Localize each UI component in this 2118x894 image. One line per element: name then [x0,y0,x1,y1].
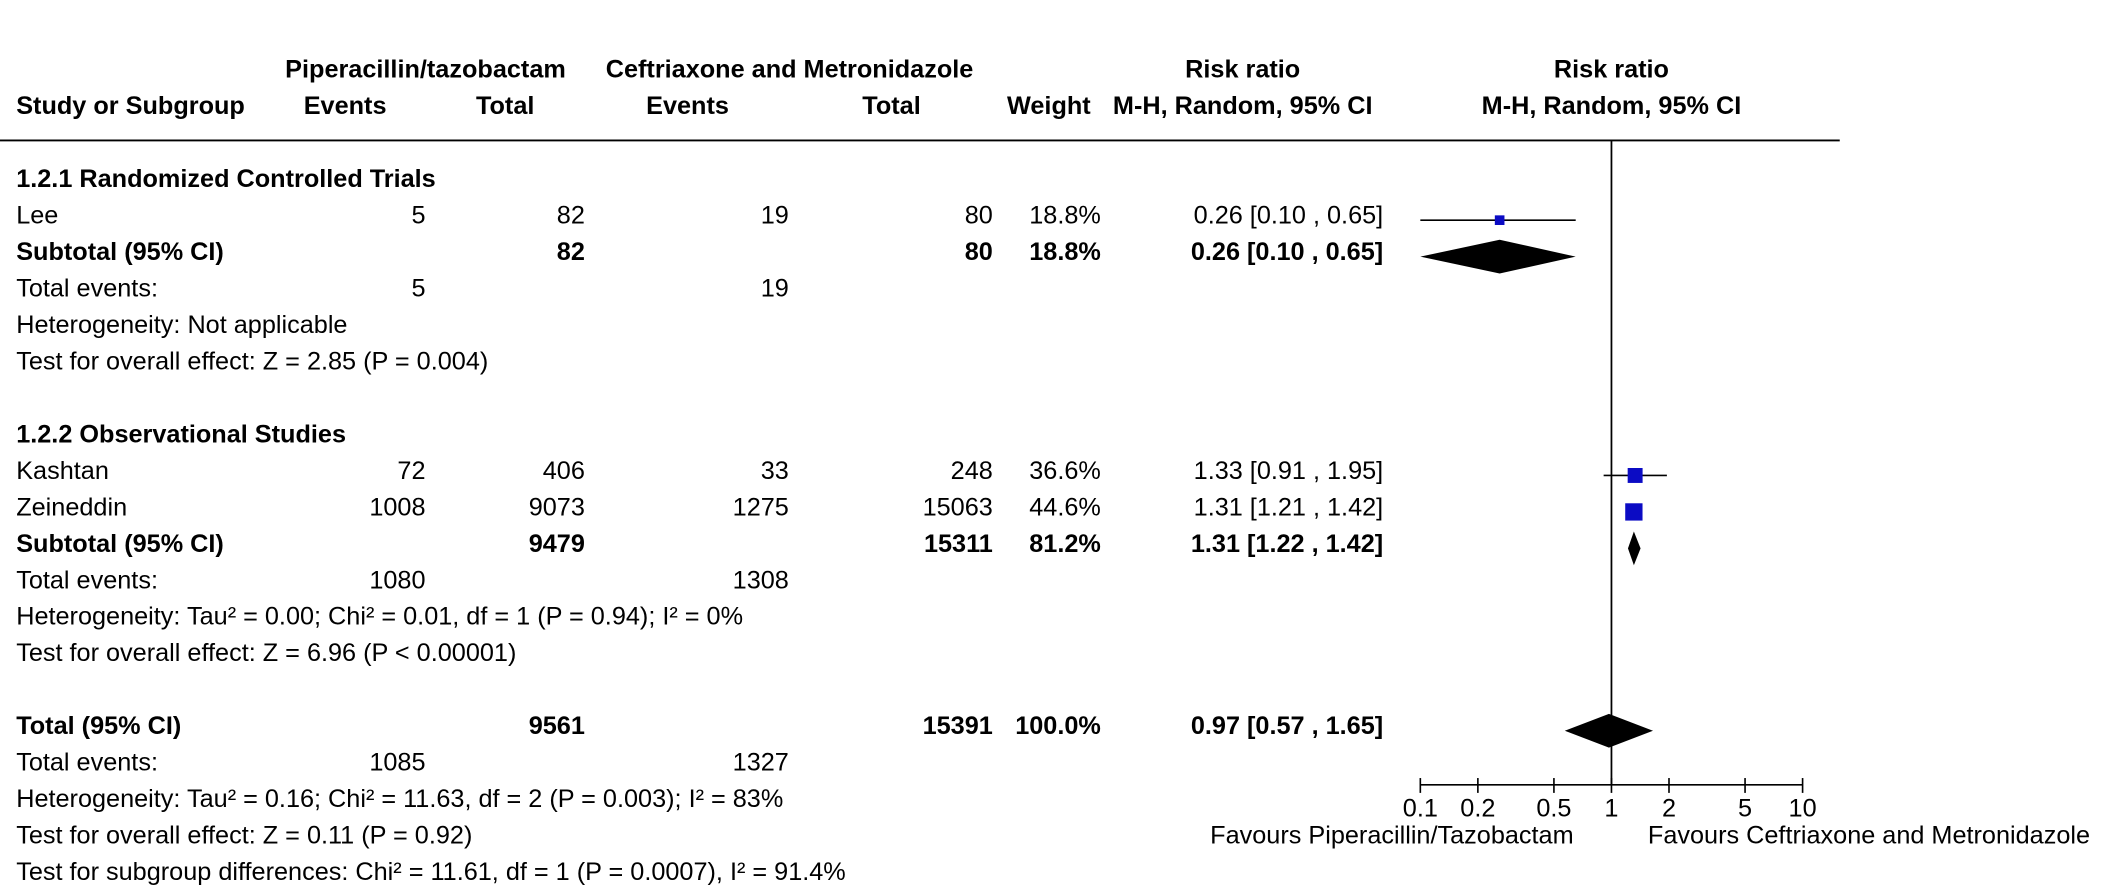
study-total1: 9073 [529,493,585,521]
study-events1: 1008 [369,493,425,521]
total-events-events2: 19 [761,274,789,302]
overall-total-label: Total (95% CI) [16,712,181,740]
heterogeneity-text: Heterogeneity: Tau² = 0.00; Chi² = 0.01,… [16,603,743,631]
study-kashtan-point-marker [1627,468,1643,483]
study-weight: 18.8% [1029,202,1101,230]
study-total2: 15063 [923,493,993,521]
overall-events-events1: 1085 [369,749,425,777]
x-tick-label: 10 [1789,795,1817,823]
total-events-events1: 5 [411,274,425,302]
subtotal-row: Subtotal (95% CI) 9479 15311 81.2% 1.31 [1.2… [16,530,1383,558]
study-total1: 82 [557,202,585,230]
study-weight: 36.6% [1029,457,1101,485]
overall-effect-text: Test for overall effect: Z = 2.85 (P = 0… [16,347,488,375]
subtotal-total1: 9479 [529,530,585,558]
overall-effect-text: Test for overall effect: Z = 6.96 (P < 0… [16,639,516,667]
group1-header: Piperacillin/tazobactam [285,56,566,84]
subtotal-diamond-1 [1420,239,1576,274]
study-row: Lee 5 82 19 80 18.8% 0.26 [0.10 , 0.65] [16,202,1383,230]
favours-right-label: Favours Ceftriaxone and Metronidazole [1648,822,2090,850]
overall-total-weight: 100.0% [1015,712,1101,740]
study-events1: 72 [397,457,425,485]
overall-heterogeneity-text: Heterogeneity: Tau² = 0.16; Chi² = 11.63… [16,785,783,813]
overall-events-label: Total events: [16,749,158,777]
x-axis: 0.1 0.2 0.5 1 2 5 10 [1403,778,1817,823]
events2-column-header: Events [646,92,729,120]
study-row: Kashtan 72 406 33 248 36.6% 1.33 [0.91 , 1.95] [16,457,1383,485]
total-events-events2: 1308 [733,566,789,594]
overall-effect-test-text: Test for overall effect: Z = 0.11 (P = 0… [16,822,472,850]
plot-marks [1420,215,1667,748]
x-tick-label: 0.1 [1403,795,1438,823]
study-label: Zeineddin [16,493,127,521]
subtotal-label: Subtotal (95% CI) [16,530,224,558]
study-rr-ci: 0.26 [0.10 , 0.65] [1194,202,1384,230]
total-events-label: Total events: [16,274,158,302]
x-tick-label: 0.2 [1460,795,1495,823]
study-zeineddin-point-marker [1625,503,1643,521]
study-events2: 1275 [733,493,789,521]
subtotal-rr-ci: 0.26 [0.10 , 0.65] [1191,238,1383,266]
overall-total-total1: 9561 [529,712,585,740]
subtotal-weight: 18.8% [1029,238,1101,266]
study-total2: 80 [965,202,993,230]
table-body: 1.2.1 Randomized Controlled Trials Lee 5 82… [16,165,1383,886]
rr-column-title: Risk ratio [1185,56,1300,84]
total-events-label: Total events: [16,566,158,594]
x-tick-label: 0.5 [1536,795,1571,823]
subgroup-differences-text: Test for subgroup differences: Chi² = 11… [16,858,846,886]
overall-events-row: Total events: 1085 1327 [16,749,789,777]
study-column-header: Study or Subgroup [16,92,245,120]
subtotal-total2: 80 [965,238,993,266]
subtotal-weight: 81.2% [1029,530,1101,558]
study-total1: 406 [543,457,585,485]
overall-total-rr-ci: 0.97 [0.57 , 1.65] [1191,712,1383,740]
table-header: Piperacillin/tazobactam Ceftriaxone and … [16,56,1741,120]
subtotal-total1: 82 [557,238,585,266]
favours-left-label: Favours Piperacillin/Tazobactam [1210,822,1573,850]
study-label: Lee [16,202,58,230]
study-lee-point-marker [1494,215,1505,225]
x-tick-label: 5 [1738,795,1752,823]
total-events-events1: 1080 [369,566,425,594]
total-events-row: Total events: 1080 1308 [16,566,789,594]
subtotal-total2: 15311 [924,530,993,558]
total-events-row: Total events: 5 19 [16,274,789,302]
subtotal-diamond-2 [1627,531,1641,566]
total1-column-header: Total [476,92,534,120]
weight-column-header: Weight [1007,92,1091,120]
events1-column-header: Events [304,92,387,120]
study-total2: 248 [951,457,993,485]
study-rr-ci: 1.31 [1.21 , 1.42] [1194,493,1384,521]
subgroup-heading: 1.2.1 Randomized Controlled Trials [16,165,436,193]
rr-column-method: M-H, Random, 95% CI [1113,92,1373,120]
study-events1: 5 [411,202,425,230]
subgroup-heading: 1.2.2 Observational Studies [16,420,346,448]
study-weight: 44.6% [1029,493,1101,521]
x-tick-label: 1 [1604,795,1618,823]
study-events2: 33 [761,457,789,485]
total2-column-header: Total [862,92,920,120]
subtotal-row: Subtotal (95% CI) 82 80 18.8% 0.26 [0.10 , 0… [16,238,1383,266]
overall-total-total2: 15391 [923,712,993,740]
study-rr-ci: 1.33 [0.91 , 1.95] [1194,457,1384,485]
overall-events-events2: 1327 [733,749,789,777]
subtotal-rr-ci: 1.31 [1.22 , 1.42] [1191,530,1383,558]
overall-total-row: Total (95% CI) 9561 15391 100.0% 0.97 [0.57 … [16,712,1383,740]
heterogeneity-text: Heterogeneity: Not applicable [16,311,347,339]
subtotal-label: Subtotal (95% CI) [16,238,224,266]
group2-header: Ceftriaxone and Metronidazole [606,56,974,84]
plot-title: Risk ratio [1554,56,1669,84]
overall-diamond [1564,713,1654,748]
study-events2: 19 [761,202,789,230]
x-tick-label: 2 [1662,795,1676,823]
study-row: Zeineddin 1008 9073 1275 15063 44.6% 1.31 [1.2… [16,493,1383,521]
study-label: Kashtan [16,457,109,485]
plot-method: M-H, Random, 95% CI [1482,92,1742,120]
